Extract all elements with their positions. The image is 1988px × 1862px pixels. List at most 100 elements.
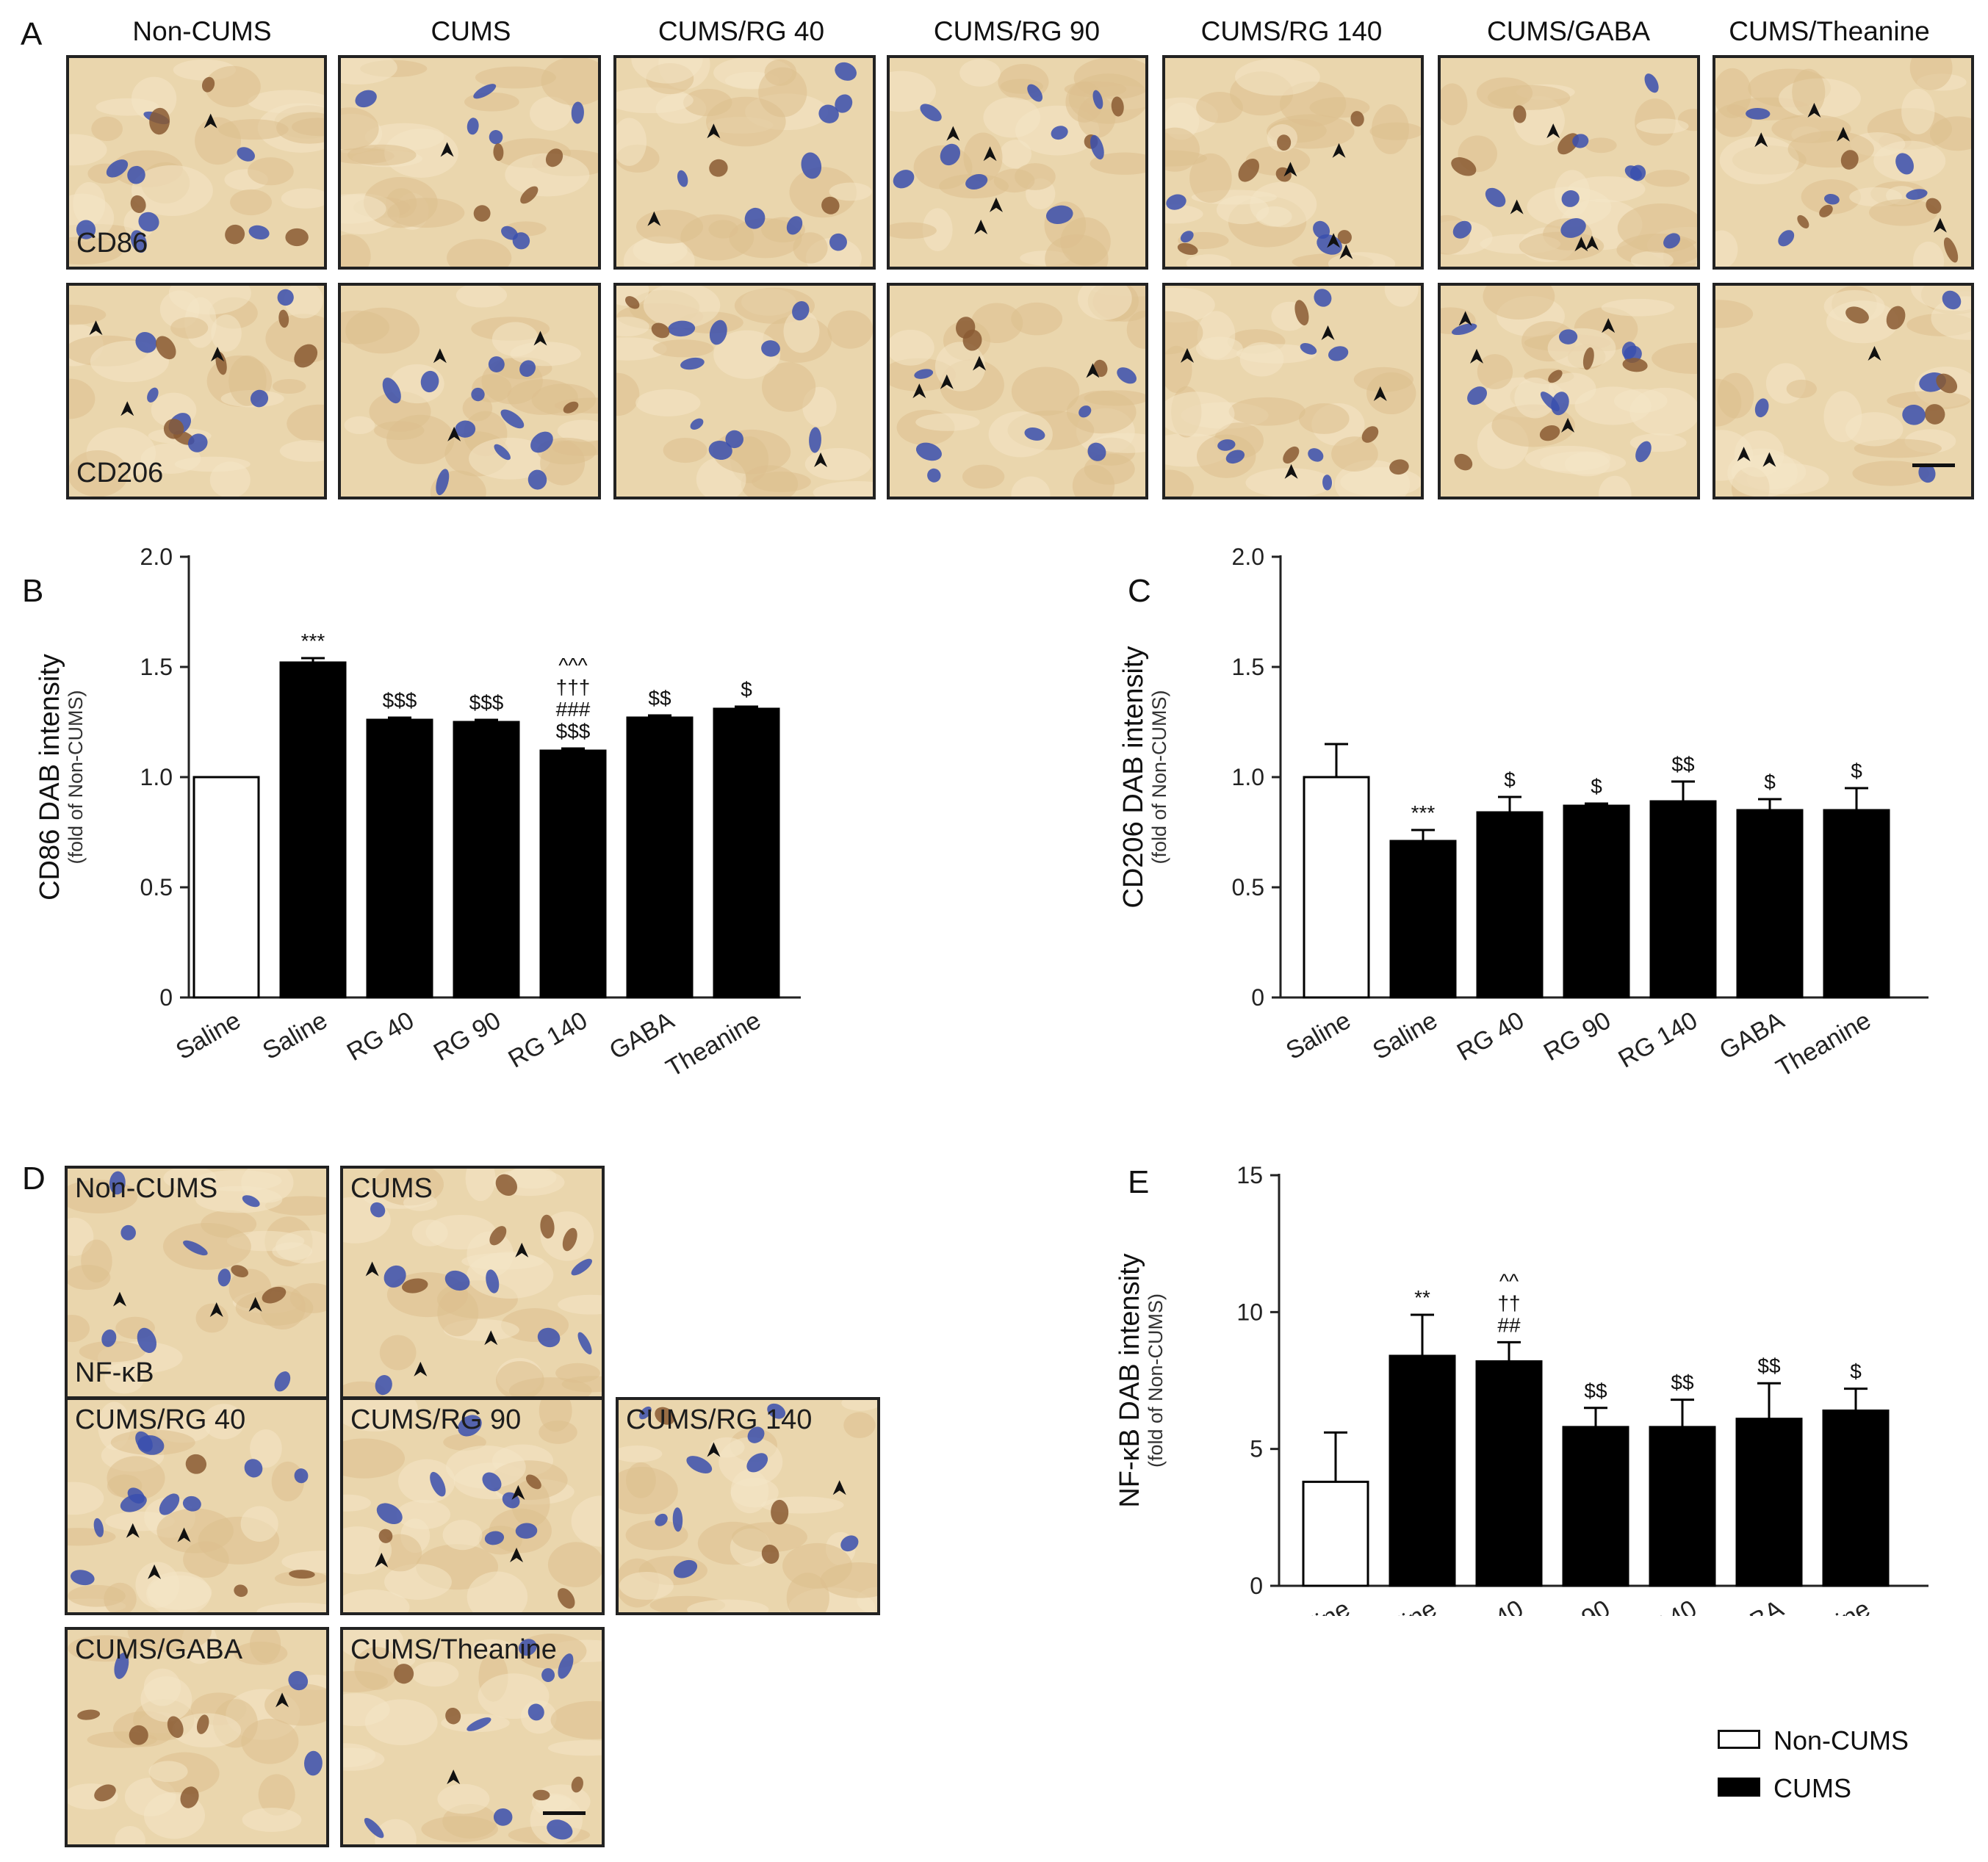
cell-nucleus [1314, 289, 1332, 307]
cell-nucleus [420, 370, 439, 393]
cell-nucleus [364, 1818, 384, 1838]
cell-nucleus [375, 1375, 392, 1396]
cell-nucleus [167, 1716, 184, 1739]
cell-nucleus [1572, 134, 1589, 148]
cell-nucleus [149, 107, 170, 135]
bar [539, 749, 607, 999]
cell-nucleus [163, 419, 184, 439]
significance-label: $ [1591, 775, 1602, 798]
micrograph-texture [343, 1400, 602, 1612]
bar [192, 776, 260, 999]
significance-label: ^^ [1499, 1269, 1519, 1292]
x-tick-label: Saline [171, 1006, 245, 1065]
significance-label: $ [1850, 1360, 1862, 1383]
bar [1302, 1480, 1369, 1587]
cell-nucleus [93, 1518, 104, 1537]
cell-nucleus [1644, 73, 1659, 93]
micrograph-texture [1715, 286, 1971, 497]
x-tick-label: Theanine [1771, 1595, 1875, 1616]
cell-nucleus [829, 233, 847, 251]
cell-nucleus [156, 336, 176, 360]
micrograph-texture [616, 58, 873, 267]
cell-nucleus [288, 1671, 309, 1691]
panel-b-letter: B [22, 573, 44, 609]
arrowhead-marker [511, 1484, 525, 1500]
cell-nucleus [638, 1406, 652, 1420]
panel-a-col-title: CUMS/RG 40 [658, 16, 825, 46]
cell-nucleus [217, 1269, 231, 1287]
cell-nucleus [489, 130, 503, 145]
significance-label: ** [1414, 1286, 1430, 1309]
cell-nucleus [1078, 405, 1092, 418]
bar [1476, 811, 1544, 999]
cell-nucleus [1277, 134, 1292, 151]
significance-label: $ [1504, 768, 1516, 791]
bar [366, 718, 433, 999]
significance-label: $$$ [469, 691, 504, 714]
cell-nucleus [1308, 448, 1324, 462]
cell-nucleus [1513, 105, 1527, 123]
nfkb-micrograph: CUMS/Theanine [340, 1627, 605, 1847]
nfkb-micrograph: CUMS/RG 90 [340, 1397, 605, 1615]
arrowhead-marker [974, 220, 988, 235]
cell-nucleus [183, 1240, 208, 1256]
cell-nucleus [137, 1327, 156, 1354]
x-tick-label: Saline [1367, 1595, 1441, 1616]
bar [1389, 1354, 1456, 1587]
panel-a-col-title: CUMS [431, 16, 511, 46]
arrowhead-marker [973, 356, 987, 371]
cell-nucleus [159, 1493, 180, 1515]
cell-nucleus [185, 1454, 206, 1474]
panel-a-col-title: Non-CUMS [132, 16, 272, 46]
cell-nucleus [471, 387, 485, 402]
y-tick-label: 0.5 [140, 874, 173, 901]
bar [1822, 1409, 1890, 1587]
arrowhead-marker [433, 348, 447, 364]
micrograph-texture [68, 1630, 326, 1844]
arrowhead-marker [1283, 162, 1297, 177]
significance-label: ## [1497, 1313, 1521, 1336]
cell-nucleus [129, 1725, 148, 1745]
cell-nucleus [1558, 329, 1578, 344]
cell-nucleus [725, 430, 744, 449]
cell-nucleus [965, 173, 988, 190]
significance-label: $$ [1584, 1379, 1607, 1402]
arrowhead-marker [1546, 123, 1560, 139]
cell-nucleus [120, 1224, 136, 1241]
y-axis-subtitle: (fold of Non-CUMS) [1145, 1293, 1167, 1468]
cell-nucleus [668, 320, 696, 337]
significance-label: $ [1764, 771, 1776, 793]
x-tick-label: RG 140 [1613, 1595, 1701, 1616]
significance-label: ### [556, 698, 591, 721]
cell-nucleus [274, 1371, 291, 1392]
cell-nucleus [394, 1664, 414, 1684]
cd206-micrograph [338, 283, 601, 499]
tile-label: CUMS/Theanine [350, 1634, 557, 1665]
arrowhead-marker [515, 1242, 529, 1257]
arrowhead-marker [1510, 199, 1524, 214]
cell-nucleus [571, 1776, 583, 1793]
cell-nucleus [467, 1717, 491, 1731]
cell-nucleus [672, 1507, 683, 1532]
cd206-micrograph [887, 283, 1148, 499]
arrowhead-marker [1327, 233, 1341, 248]
x-tick-label: RG 90 [1539, 1006, 1616, 1067]
bar [453, 721, 520, 999]
arrowhead-marker [1458, 311, 1472, 326]
cell-nucleus [835, 94, 853, 113]
cell-nucleus [761, 340, 780, 357]
arrowhead-marker [1585, 235, 1599, 250]
cell-nucleus [278, 309, 289, 328]
x-tick-label: RG 40 [342, 1006, 419, 1067]
cell-nucleus [458, 1415, 482, 1437]
arrowhead-marker [1762, 452, 1776, 467]
arrowhead-marker [1373, 386, 1387, 401]
arrowhead-marker [177, 1527, 191, 1542]
cell-nucleus [383, 1265, 406, 1288]
cell-nucleus [138, 212, 159, 232]
cell-nucleus [250, 389, 269, 408]
cell-nucleus [1087, 442, 1106, 461]
micrograph-texture [890, 58, 1145, 267]
cell-nucleus [445, 1707, 461, 1725]
arrowhead-marker [1836, 126, 1850, 142]
